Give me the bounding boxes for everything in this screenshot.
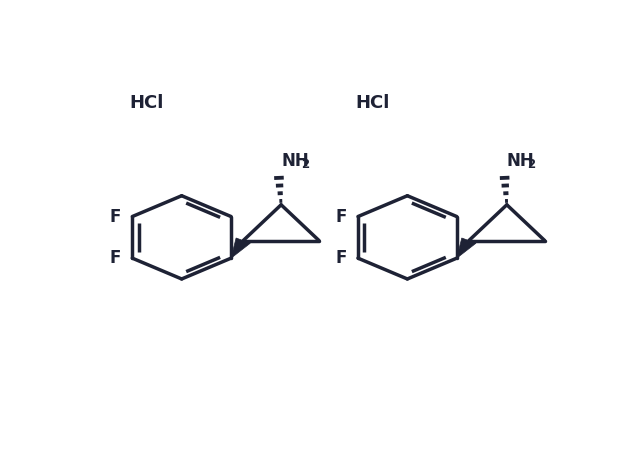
Text: 2: 2 [301,158,309,172]
Text: NH: NH [281,152,309,170]
Text: F: F [110,249,122,267]
Text: F: F [335,249,347,267]
Text: NH: NH [507,152,534,170]
Text: F: F [110,208,122,226]
Text: HCl: HCl [355,94,390,112]
Text: 2: 2 [527,158,535,172]
Polygon shape [231,238,250,258]
Text: F: F [335,208,347,226]
Text: HCl: HCl [130,94,164,112]
Polygon shape [457,238,476,258]
